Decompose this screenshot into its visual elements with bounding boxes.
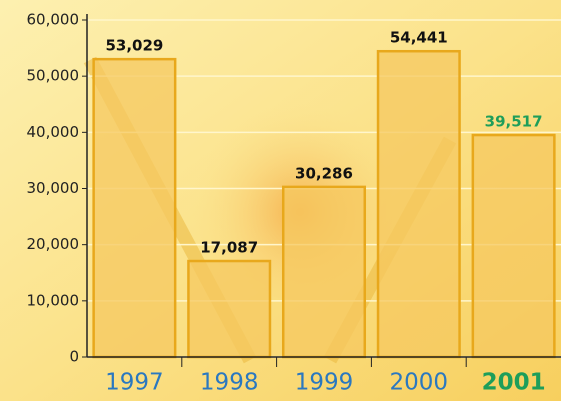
value-label: 54,441 bbox=[390, 29, 448, 47]
x-tick-label: 2001 bbox=[482, 370, 546, 396]
x-tick-label: 2000 bbox=[390, 370, 449, 396]
y-tick-label: 30,000 bbox=[27, 179, 80, 197]
value-label: 30,286 bbox=[295, 164, 353, 182]
x-tick-label: 1998 bbox=[200, 370, 259, 396]
y-tick-label: 10,000 bbox=[27, 291, 80, 309]
x-tick-label: 1999 bbox=[295, 370, 354, 396]
y-tick-label: 0 bbox=[69, 348, 79, 366]
bar bbox=[376, 49, 461, 359]
bar bbox=[92, 57, 177, 359]
bar bbox=[281, 185, 367, 359]
value-label: 17,087 bbox=[200, 239, 258, 257]
y-tick-label: 40,000 bbox=[27, 123, 80, 141]
x-tick-label: 1997 bbox=[105, 370, 164, 396]
y-tick-label: 60,000 bbox=[27, 11, 80, 29]
bar bbox=[471, 133, 556, 359]
value-label: 53,029 bbox=[105, 37, 163, 55]
value-label: 39,517 bbox=[485, 113, 543, 131]
y-tick-label: 20,000 bbox=[27, 235, 80, 253]
bar bbox=[187, 259, 272, 359]
y-tick-label: 50,000 bbox=[27, 67, 80, 85]
